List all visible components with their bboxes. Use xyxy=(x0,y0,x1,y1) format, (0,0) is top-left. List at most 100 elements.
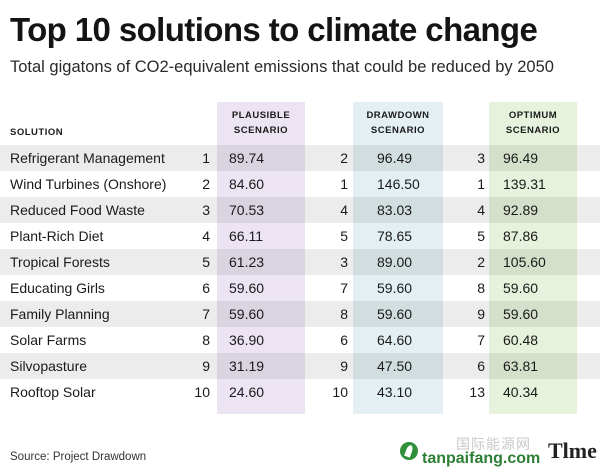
plausible-value: 70.53 xyxy=(229,202,265,218)
optimum-rank: 6 xyxy=(477,358,485,374)
optimum-value: 59.60 xyxy=(503,280,539,296)
solution-name: Wind Turbines (Onshore) xyxy=(10,176,167,192)
watermark-chinese: 国际能源网 xyxy=(456,436,531,452)
table-row: Reduced Food Waste 3 70.53 4 83.03 4 92.89 xyxy=(0,197,600,223)
drawdown-value: 83.03 xyxy=(377,202,413,218)
table-row: Tropical Forests 5 61.23 3 89.00 2 105.60 xyxy=(0,249,600,275)
optimum-value: 40.34 xyxy=(503,384,539,400)
solution-name: Tropical Forests xyxy=(10,254,110,270)
solution-name: Plant-Rich Diet xyxy=(10,228,104,244)
plausible-rank: 2 xyxy=(202,176,210,192)
plausible-rank: 7 xyxy=(202,306,210,322)
watermark-site: tanpaifang.com xyxy=(422,450,541,467)
plausible-value: 36.90 xyxy=(229,332,265,348)
table-row: Plant-Rich Diet 4 66.11 5 78.65 5 87.86 xyxy=(0,223,600,249)
drawdown-value: 89.00 xyxy=(377,254,413,270)
table-row: Solar Farms 8 36.90 6 64.60 7 60.48 xyxy=(0,327,600,353)
drawdown-value: 146.50 xyxy=(377,176,420,192)
plausible-value: 66.11 xyxy=(229,228,263,244)
watermark-brand: Tlme xyxy=(548,438,597,463)
optimum-rank: 2 xyxy=(477,254,485,270)
optimum-value: 59.60 xyxy=(503,306,539,322)
plausible-rank: 6 xyxy=(202,280,210,296)
drawdown-rank: 7 xyxy=(340,280,348,296)
header-optimum-line2: SCENARIO xyxy=(505,125,561,136)
page-title: Top 10 solutions to climate change xyxy=(10,11,538,48)
table-row: Silvopasture 9 31.19 9 47.50 6 63.81 xyxy=(0,353,600,379)
plausible-rank: 5 xyxy=(202,254,210,270)
source-note: Source: Project Drawdown xyxy=(10,451,147,463)
plausible-value: 61.23 xyxy=(229,254,265,270)
optimum-rank: 9 xyxy=(477,306,485,322)
drawdown-column-band xyxy=(353,102,443,414)
plausible-rank: 1 xyxy=(202,150,210,166)
watermark: 国际能源网 tanpaifang.com Tlme xyxy=(398,432,597,470)
plausible-value: 89.74 xyxy=(229,150,265,166)
drawdown-value: 43.10 xyxy=(377,384,413,400)
drawdown-value: 47.50 xyxy=(377,358,413,374)
plausible-value: 59.60 xyxy=(229,280,265,296)
optimum-value: 60.48 xyxy=(503,332,539,348)
plausible-column-band xyxy=(217,102,305,414)
plausible-rank: 4 xyxy=(202,228,210,244)
solution-name: Reduced Food Waste xyxy=(10,202,145,218)
optimum-value: 63.81 xyxy=(503,358,539,374)
drawdown-rank: 1 xyxy=(340,176,348,192)
header-drawdown-line2: SCENARIO xyxy=(370,125,426,136)
header-optimum: OPTIMUM SCENARIO xyxy=(489,108,577,138)
optimum-rank: 1 xyxy=(477,176,485,192)
optimum-value: 139.31 xyxy=(503,176,546,192)
drawdown-value: 59.60 xyxy=(377,280,413,296)
optimum-value: 96.49 xyxy=(503,150,539,166)
solution-name: Silvopasture xyxy=(10,358,88,374)
drawdown-rank: 4 xyxy=(340,202,348,218)
table-row: Rooftop Solar 10 24.60 10 43.10 13 40.34 xyxy=(0,379,600,405)
optimum-rank: 4 xyxy=(477,202,485,218)
table-body: Refrigerant Management 1 89.74 2 96.49 3 96.49… xyxy=(0,145,600,405)
plausible-rank: 3 xyxy=(202,202,210,218)
plausible-value: 59.60 xyxy=(229,306,265,322)
plausible-rank: 9 xyxy=(202,358,210,374)
plausible-rank: 10 xyxy=(194,384,210,400)
optimum-rank: 13 xyxy=(469,384,485,400)
plausible-value: 31.19 xyxy=(229,358,265,374)
drawdown-rank: 5 xyxy=(340,228,348,244)
optimum-value: 87.86 xyxy=(503,228,539,244)
table-row: Educating Girls 6 59.60 7 59.60 8 59.60 xyxy=(0,275,600,301)
optimum-rank: 8 xyxy=(477,280,485,296)
optimum-rank: 7 xyxy=(477,332,485,348)
table-row: Family Planning 7 59.60 8 59.60 9 59.60 xyxy=(0,301,600,327)
header-drawdown: DRAWDOWN SCENARIO xyxy=(353,108,443,138)
optimum-rank: 5 xyxy=(477,228,485,244)
drawdown-rank: 6 xyxy=(340,332,348,348)
solution-name: Rooftop Solar xyxy=(10,384,96,400)
drawdown-value: 64.60 xyxy=(377,332,413,348)
optimum-rank: 3 xyxy=(477,150,485,166)
solution-name: Refrigerant Management xyxy=(10,150,165,166)
drawdown-rank: 10 xyxy=(332,384,348,400)
header-plausible-line2: SCENARIO xyxy=(233,125,289,136)
page-subtitle: Total gigatons of CO2-equivalent emissio… xyxy=(10,58,554,76)
table-row: Refrigerant Management 1 89.74 2 96.49 3 96.49 xyxy=(0,145,600,171)
drawdown-rank: 8 xyxy=(340,306,348,322)
header-drawdown-line1: DRAWDOWN xyxy=(366,110,430,121)
solution-name: Family Planning xyxy=(10,306,110,322)
watermark-logo-icon xyxy=(400,442,418,460)
plausible-value: 84.60 xyxy=(229,176,265,192)
optimum-column-band xyxy=(489,102,577,414)
header-plausible: PLAUSIBLE SCENARIO xyxy=(217,108,305,138)
drawdown-rank: 3 xyxy=(340,254,348,270)
drawdown-rank: 9 xyxy=(340,358,348,374)
drawdown-value: 59.60 xyxy=(377,306,413,322)
solution-name: Solar Farms xyxy=(10,332,87,348)
table-row: Wind Turbines (Onshore) 2 84.60 1 146.50 1 139… xyxy=(0,171,600,197)
optimum-value: 105.60 xyxy=(503,254,546,270)
drawdown-value: 96.49 xyxy=(377,150,413,166)
plausible-value: 24.60 xyxy=(229,384,265,400)
plausible-rank: 8 xyxy=(202,332,210,348)
optimum-value: 92.89 xyxy=(503,202,539,218)
header-solution: SOLUTION xyxy=(10,127,64,138)
solution-name: Educating Girls xyxy=(10,280,105,296)
header-optimum-line1: OPTIMUM xyxy=(508,110,558,121)
drawdown-value: 78.65 xyxy=(377,228,413,244)
